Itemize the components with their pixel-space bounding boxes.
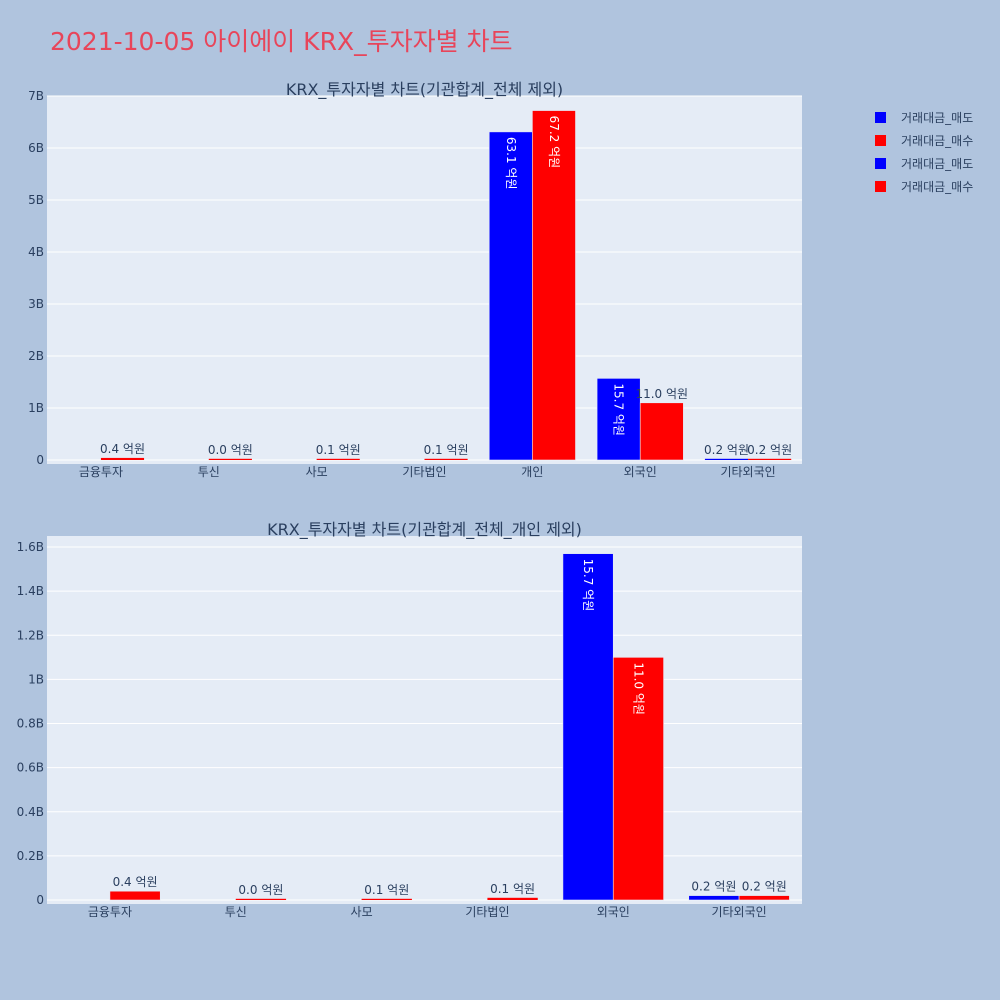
x-tick-label: 개인 — [521, 465, 543, 479]
y-tick-label: 1B — [28, 401, 44, 415]
data-label: 0.1 억원 — [316, 443, 361, 457]
data-label: 15.7 억원 — [581, 559, 595, 612]
data-label: 0.0 억원 — [208, 443, 253, 457]
data-label: 0.2 억원 — [742, 880, 787, 894]
data-label: 67.2 억원 — [547, 116, 561, 169]
y-tick-label: 4B — [28, 245, 44, 259]
y-tick-label: 2B — [28, 349, 44, 363]
legend-swatch — [875, 135, 886, 146]
bar — [109, 890, 161, 901]
bar — [488, 131, 533, 461]
x-tick-label: 금융투자 — [88, 905, 132, 919]
legend-swatch — [875, 181, 886, 192]
bar — [208, 458, 252, 460]
data-label: 0.2 억원 — [747, 443, 792, 457]
x-tick-label: 기타외국인 — [711, 905, 766, 919]
y-tick-label: 6B — [28, 141, 44, 155]
page-title: 2021-10-05 아이에이 KRX_투자자별 차트 — [50, 27, 513, 56]
bar — [424, 458, 468, 460]
data-label: 11.0 억원 — [631, 662, 645, 715]
data-label: 0.1 억원 — [364, 883, 409, 897]
y-tick-label: 0 — [36, 893, 44, 907]
y-tick-label: 1.2B — [17, 628, 44, 642]
bar — [639, 402, 684, 461]
bar — [100, 457, 145, 460]
legend-label: 거래대금_매도 — [901, 157, 974, 171]
chart-2: 0 0.2B 0.4B 0.6B 0.8B 1B 1.2B 1.4B 1.6B KRX_투자자별 … — [17, 520, 802, 919]
chart-title: KRX_투자자별 차트(기관합계_전체 제외) — [286, 80, 563, 100]
legend: 거래대금_매도 거래대금_매수 거래대금_매도 거래대금_매수 — [875, 106, 973, 198]
y-tick-label: 5B — [28, 193, 44, 207]
chart-title: KRX_투자자별 차트(기관합계_전체_개인 제외) — [267, 520, 582, 540]
x-tick-label: 기타외국인 — [720, 465, 775, 479]
data-label: 0.1 억원 — [490, 882, 535, 896]
legend-item[interactable]: 거래대금_매수 — [875, 175, 973, 198]
y-tick-label: 1.4B — [17, 584, 44, 598]
x-tick-label: 투신 — [198, 465, 220, 479]
y-tick-label: 0.4B — [17, 805, 44, 819]
plot-area — [47, 536, 802, 904]
y-tick-label: 1.6B — [17, 540, 44, 554]
legend-item[interactable]: 거래대금_매도 — [875, 152, 973, 175]
y-tick-label: 0.8B — [17, 717, 44, 731]
bar — [361, 898, 412, 900]
plot-area — [47, 96, 802, 464]
y-tick-label: 1B — [28, 672, 44, 686]
data-label: 63.1 억원 — [504, 137, 518, 190]
legend-swatch — [875, 158, 886, 169]
x-tick-label: 외국인 — [597, 905, 630, 919]
data-label: 0.0 억원 — [238, 883, 283, 897]
legend-label: 거래대금_매수 — [901, 134, 974, 148]
x-tick-label: 사모 — [306, 465, 328, 479]
bar — [748, 458, 792, 460]
y-tick-label: 0 — [36, 453, 44, 467]
y-tick-label: 3B — [28, 297, 44, 311]
x-tick-label: 외국인 — [624, 465, 657, 479]
data-label: 15.7 억원 — [612, 383, 626, 436]
bar — [738, 895, 790, 901]
x-tick-label: 투신 — [225, 905, 247, 919]
y-tick-label: 0.6B — [17, 761, 44, 775]
bar — [316, 458, 360, 460]
chart-1: 0 1B 2B 3B 4B 5B 6B 7B KRX_투자자별 차트(기관합계_전체 제외) 금융… — [28, 80, 802, 479]
data-label: 0.2 억원 — [704, 443, 749, 457]
data-label: 11.0 억원 — [635, 387, 688, 401]
y-tick-label: 7B — [28, 89, 44, 103]
bar — [704, 458, 749, 460]
legend-label: 거래대금_매수 — [901, 180, 974, 194]
legend-swatch — [875, 112, 886, 123]
bar — [596, 378, 641, 461]
bar — [532, 110, 576, 461]
legend-item[interactable]: 거래대금_매도 — [875, 106, 973, 129]
data-label: 0.2 억원 — [691, 880, 736, 894]
x-tick-label: 금융투자 — [79, 465, 123, 479]
x-tick-label: 기타법인 — [465, 905, 509, 919]
legend-item[interactable]: 거래대금_매수 — [875, 129, 973, 152]
bar — [688, 895, 740, 901]
y-tick-label: 0.2B — [17, 849, 44, 863]
x-tick-label: 사모 — [351, 905, 373, 919]
legend-label: 거래대금_매도 — [901, 111, 974, 125]
bar — [612, 657, 664, 901]
data-label: 0.1 억원 — [424, 443, 469, 457]
x-tick-label: 기타법인 — [402, 465, 446, 479]
data-label: 0.4 억원 — [113, 875, 158, 889]
bar — [487, 897, 538, 900]
bar — [235, 898, 287, 900]
bar — [562, 553, 614, 901]
data-label: 0.4 억원 — [100, 442, 145, 456]
